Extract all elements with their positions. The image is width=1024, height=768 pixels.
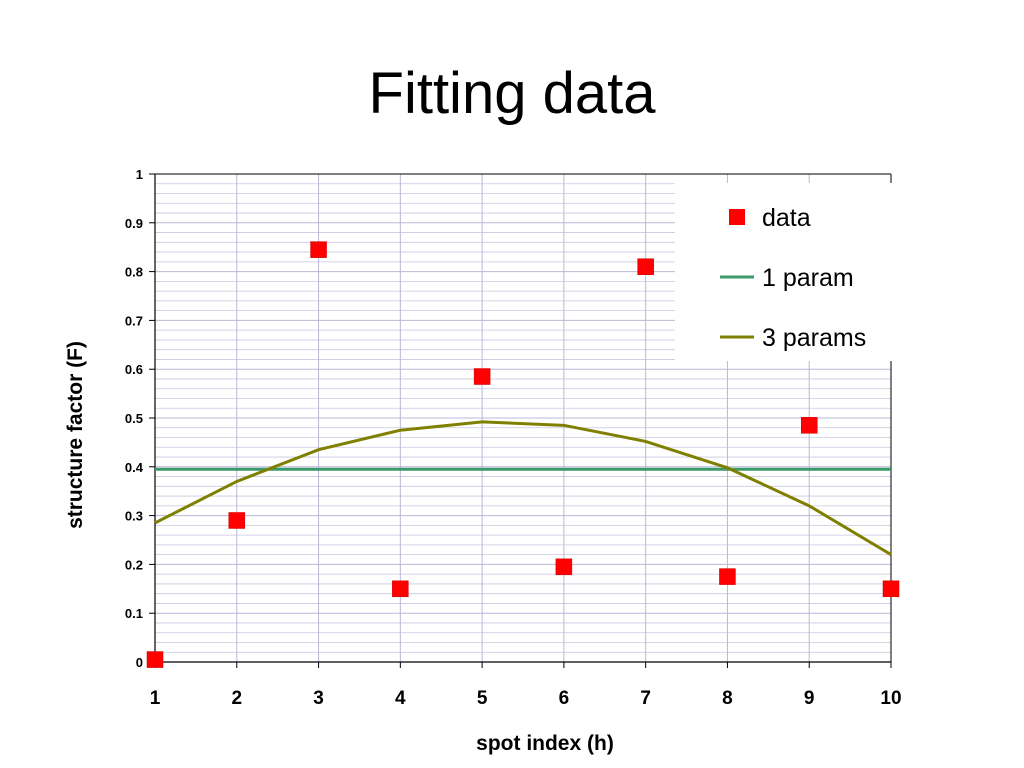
y-tick-label: 0.6	[125, 362, 143, 377]
y-tick-label: 0.1	[125, 606, 143, 621]
data-point	[310, 241, 327, 258]
data-point	[555, 558, 573, 576]
data-point	[882, 580, 900, 598]
legend-marker-square	[729, 209, 745, 225]
y-tick-label: 0.8	[125, 265, 143, 280]
page-title: Fitting data	[368, 61, 656, 126]
y-tick-label: 0.4	[125, 460, 144, 475]
x-tick-label: 4	[395, 688, 406, 709]
y-axis-title: structure factor (F)	[64, 341, 87, 529]
data-point	[146, 651, 164, 668]
y-tick-label: 0.5	[125, 411, 143, 426]
y-tick-label: 0	[136, 655, 143, 670]
series-line-3-params	[154, 420, 892, 556]
x-tick-label: 1	[150, 688, 161, 709]
x-tick-label: 7	[640, 688, 651, 709]
data-point	[473, 368, 491, 385]
legend-label: 3 params	[762, 324, 866, 352]
x-tick-label: 3	[313, 688, 324, 709]
x-tick-label: 9	[804, 688, 815, 709]
x-axis-title: spot index (h)	[476, 732, 614, 755]
x-tick-label: 8	[722, 688, 733, 709]
y-tick-label: 0.9	[125, 216, 143, 231]
data-point	[800, 417, 818, 434]
data-point	[719, 568, 736, 585]
x-tick-label: 2	[231, 688, 242, 709]
legend-box	[675, 183, 893, 361]
data-point	[392, 580, 409, 598]
y-tick-label: 0.2	[125, 557, 143, 572]
data-point	[637, 258, 654, 275]
legend-label: 1 param	[762, 264, 854, 292]
chart-legend: data 1 param 3 params	[675, 183, 893, 361]
legend-label: data	[762, 204, 811, 232]
x-tick-label: 10	[880, 688, 901, 709]
y-tick-label: 0.7	[125, 313, 143, 328]
chart-ticks: 0 0.1 0.2 0.3 0.4 0.5 0.6 0.7 0.8 0.9 1 1 2 3 4 5 6 7 8 9 10	[125, 167, 902, 709]
chart-series	[146, 241, 900, 668]
y-tick-label: 0.3	[125, 509, 143, 524]
x-tick-label: 6	[559, 688, 570, 709]
chart-axes	[154, 173, 892, 663]
y-tick-label: 1	[136, 167, 143, 182]
x-tick-label: 5	[477, 688, 488, 709]
data-point	[228, 512, 246, 529]
